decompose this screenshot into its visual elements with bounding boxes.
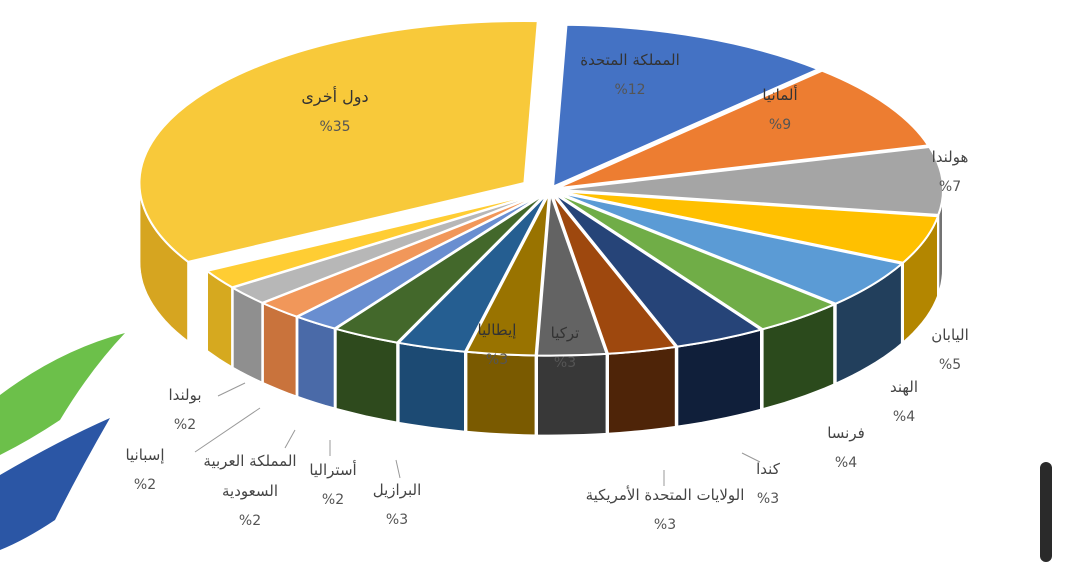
leader-lines bbox=[194, 382, 761, 486]
pie-slice-15 bbox=[204, 190, 544, 289]
pie-side-11 bbox=[334, 327, 399, 424]
pie-slice-0 bbox=[551, 23, 821, 189]
label-brazil: البرازيل %3 bbox=[372, 481, 422, 528]
scrollbar[interactable] bbox=[1040, 462, 1052, 562]
pie-slice-7 bbox=[550, 192, 678, 355]
pie-slice-3 bbox=[557, 190, 940, 264]
pie-slice-5 bbox=[554, 191, 837, 331]
label-usa: الولايات المتحدة الأمريكية %3 bbox=[585, 486, 745, 533]
pie-side-13 bbox=[261, 301, 298, 399]
label-india: الهند %4 bbox=[889, 378, 919, 425]
label-others: دول أخرى %35 bbox=[301, 87, 369, 135]
pie-slice-2 bbox=[557, 145, 944, 216]
label-turkey: تركيا %3 bbox=[550, 324, 580, 371]
pie-side-7 bbox=[607, 345, 677, 435]
pie-slice-1 bbox=[556, 69, 930, 190]
label-australia: أستراليا %2 bbox=[309, 461, 357, 508]
logo-green-arc bbox=[0, 333, 125, 455]
pie-slice-16 bbox=[138, 20, 539, 263]
pie-slice-9 bbox=[464, 193, 550, 357]
pie-slice-8 bbox=[535, 193, 608, 357]
label-japan: اليابان %5 bbox=[931, 326, 969, 373]
pie-slice-6 bbox=[552, 192, 764, 348]
label-spain: إسبانيا %2 bbox=[125, 446, 165, 493]
label-canada: كندا %3 bbox=[756, 460, 780, 507]
pie-side-10 bbox=[397, 341, 466, 433]
label-france: فرنسا %4 bbox=[827, 424, 865, 471]
label-germany: ألمانيا %9 bbox=[762, 86, 798, 133]
pie-side-14 bbox=[231, 285, 264, 385]
pie-slice-4 bbox=[556, 191, 905, 305]
pie-side-12 bbox=[296, 315, 336, 410]
label-poland: بولندا %2 bbox=[168, 386, 202, 433]
label-saudi: المملكة العربية السعودية %2 bbox=[203, 452, 297, 529]
logo-blue-arc bbox=[0, 418, 110, 550]
label-netherlands: هولندا %7 bbox=[931, 148, 969, 195]
label-uk: المملكة المتحدة %12 bbox=[580, 51, 680, 98]
label-italy: إيطاليا %3 bbox=[477, 321, 517, 368]
pie-slice-10 bbox=[396, 192, 549, 353]
pie-tops bbox=[138, 20, 944, 357]
